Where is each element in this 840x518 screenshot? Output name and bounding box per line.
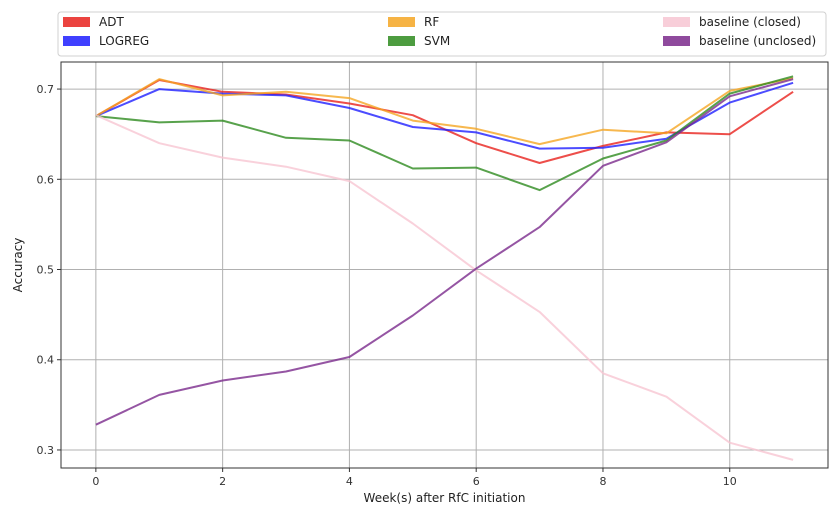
legend-box [57,11,827,57]
legend-swatch-baseline-unclosed [663,36,690,46]
y-tick-label: 0.3 [37,444,55,457]
series-lines [95,75,794,461]
legend-swatch-rf [388,17,415,27]
x-tick-label: 6 [473,475,480,488]
legend-label-rf: RF [424,15,439,29]
legend-swatch-logreg [63,36,90,46]
legend-label-logreg: LOGREG [99,34,149,48]
legend-label-svm: SVM [424,34,450,48]
legend-swatch-baseline-closed [663,17,690,27]
grid-lines [61,62,828,468]
x-tick-label: 2 [219,475,226,488]
x-axis-ticks: 0 2 4 6 8 10 [92,468,737,488]
series-line-svm [95,75,794,192]
series-line-logreg [95,81,794,150]
legend-swatch-adt [63,17,90,27]
x-tick-label: 8 [599,475,606,488]
x-tick-label: 4 [346,475,353,488]
legend-label-adt: ADT [99,15,124,29]
x-tick-label: 10 [723,475,737,488]
y-tick-label: 0.4 [37,354,55,367]
legend: ADT LOGREG RF SVM baseline (closed) baseline … [57,11,827,57]
x-axis-label: Week(s) after RfC initiation [364,491,526,505]
series-line-baseline-unclosed [95,78,794,426]
y-tick-label: 0.6 [37,173,55,186]
series-line-rf [95,77,794,146]
legend-label-baseline-closed: baseline (closed) [699,15,801,29]
legend-swatch-svm [388,36,415,46]
legend-label-baseline-unclosed: baseline (unclosed) [699,34,816,48]
y-axis-label: Accuracy [11,238,25,293]
y-tick-label: 0.7 [37,83,55,96]
y-axis-ticks: 0.3 0.4 0.5 0.6 0.7 [37,83,61,457]
y-tick-label: 0.5 [37,264,55,277]
plot-area-frame [60,61,829,469]
x-tick-label: 0 [92,475,99,488]
series-line-baseline-closed [95,114,794,461]
